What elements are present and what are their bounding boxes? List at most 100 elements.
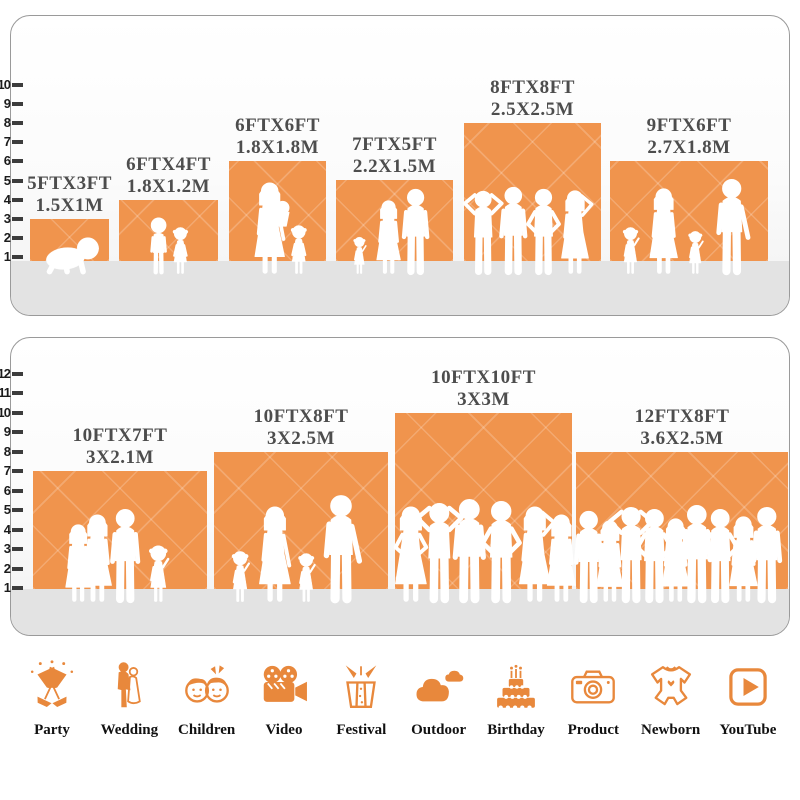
backdrop-size-ft: 6FTX6FT: [235, 115, 320, 137]
backdrop-size-label: 5FTX3FT 1.5X1M: [27, 173, 112, 216]
backdrop-size-label: 6FTX4FT 1.8X1.2M: [126, 154, 211, 197]
axis-tick-label: 2: [3, 560, 11, 576]
axis-tick-mark: [12, 547, 23, 552]
backdrop-size-m: 2.5X2.5M: [490, 98, 575, 120]
axis-tick-label: 9: [3, 96, 11, 112]
backdrop-size-label: 10FTX8FT 3X2.5M: [254, 406, 349, 449]
axis-tick-label: 2: [3, 229, 11, 245]
people-silhouette-four-adults: [462, 186, 594, 276]
backdrop-size-m: 1.5X1M: [35, 194, 104, 216]
axis-tick-mark: [12, 197, 23, 202]
category-item-party: Party: [14, 660, 90, 739]
people-silhouette-family-walking: [231, 495, 363, 604]
axis-tick-label: 5: [3, 502, 11, 518]
axis-tick-mark: [12, 121, 23, 126]
axis-tick-label: 10: [0, 77, 11, 92]
category-item-wedding: Wedding: [91, 660, 167, 739]
backdrop-size-ft: 12FTX8FT: [634, 406, 730, 428]
category-item-video: Video: [246, 660, 322, 739]
category-label: Product: [567, 722, 619, 738]
axis-tick-label: 9: [3, 424, 11, 440]
axis-tick-label: 4: [3, 191, 11, 207]
axis-tick-label: 12: [0, 366, 11, 381]
axis-tick-mark: [12, 585, 23, 590]
people-silhouette-crawling-baby: [46, 237, 99, 275]
backdrop-size-ft: 10FTX7FT: [72, 425, 168, 447]
category-label: Video: [265, 722, 303, 738]
category-item-outdoor: Outdoor: [401, 660, 477, 739]
category-item-children: Children: [169, 660, 245, 739]
backdrop-size-ft: 7FTX5FT: [352, 134, 437, 156]
backdrop-size-m: 1.8X1.2M: [126, 175, 211, 197]
backdrop-size-ft: 10FTX10FT: [431, 367, 536, 389]
backdrop-size-label: 7FTX5FT 2.2X1.5M: [352, 134, 437, 177]
category-item-youtube: YouTube: [710, 660, 786, 739]
axis-tick-label: 6: [3, 482, 11, 498]
axis-tick-mark: [12, 102, 23, 107]
backdrop-size-m: 1.8X1.8M: [235, 136, 320, 158]
axis-tick-label: 3: [3, 541, 11, 557]
category-icons-row: Party Wedding Children Video Festival Ou…: [14, 660, 786, 739]
product-icon: [571, 670, 616, 704]
backdrop-bar: 12FTX8FT 3.6X2.5M: [573, 406, 788, 604]
backdrop-bar: 6FTX6FT 1.8X1.8M: [229, 115, 326, 274]
axis-tick-mark: [12, 159, 23, 164]
festival-icon: [346, 665, 377, 708]
axis-tick-mark: [12, 216, 23, 221]
axis-tick-label: 7: [3, 463, 11, 479]
axis-tick-label: 6: [3, 153, 11, 169]
people-silhouette-two-children: [150, 217, 189, 275]
video-icon: [263, 665, 307, 702]
axis-tick-mark: [12, 83, 23, 87]
backdrop-bar: 9FTX6FT 2.7X1.8M: [610, 115, 768, 276]
children-icon: [184, 665, 229, 703]
axis-tick-mark: [12, 140, 23, 145]
axis-tick-label: 3: [3, 210, 11, 226]
backdrop-size-label: 10FTX10FT 3X3M: [431, 367, 536, 410]
backdrop-size-label: 9FTX6FT 2.7X1.8M: [647, 115, 732, 158]
category-item-product: Product: [555, 660, 631, 739]
people-silhouette-six-adults: [393, 499, 576, 604]
category-label: Wedding: [100, 722, 159, 738]
backdrop-chart-panel-bottom: 12 11 10 9 8 7 6 5 4 3 2 1 10FTX7FT 3X2.1M 10FTX8FT 3X2…: [0, 337, 790, 636]
backdrop-bar: 10FTX10FT 3X3M: [393, 367, 576, 604]
axis-tick-mark: [12, 391, 23, 396]
backdrop-bar: 10FTX8FT 3X2.5M: [214, 406, 388, 604]
backdrop-size-label: 6FTX6FT 1.8X1.8M: [235, 115, 320, 158]
backdrop-size-label: 10FTX7FT 3X2.1M: [73, 425, 168, 468]
category-label: Birthday: [487, 722, 545, 738]
backdrop-size-label: 12FTX8FT 3.6X2.5M: [635, 406, 730, 449]
backdrop-size-m: 2.2X1.5M: [352, 155, 437, 177]
backdrop-chart-panel-top: 10 9 8 7 6 5 4 3 2 1 5FTX3FT 1.5X1M 6FTX4FT 1.8X1.2M 6…: [0, 15, 790, 316]
category-label: Outdoor: [411, 722, 467, 738]
backdrop-bar: 5FTX3FT 1.5X1M: [27, 173, 111, 275]
backdrop-size-label: 8FTX8FT 2.5X2.5M: [490, 77, 575, 120]
axis-tick-label: 8: [3, 115, 11, 131]
birthday-icon: [497, 664, 535, 710]
category-item-newborn: Newborn: [633, 660, 709, 739]
backdrop-size-ft: 8FTX8FT: [490, 77, 575, 99]
category-label: Newborn: [641, 722, 701, 738]
axis-tick-mark: [12, 410, 23, 415]
backdrop-size-m: 3X2.1M: [86, 446, 154, 468]
axis-tick-mark: [12, 566, 23, 571]
wedding-icon: [118, 662, 142, 708]
backdrop-bar: 7FTX5FT 2.2X1.5M: [336, 134, 453, 276]
axis-tick-mark: [12, 508, 23, 513]
backdrop-size-ft: 5FTX3FT: [27, 173, 112, 195]
axis-tick-label: 1: [3, 248, 11, 264]
backdrop-bar: 6FTX4FT 1.8X1.2M: [119, 154, 218, 275]
youtube-icon: [729, 668, 767, 706]
axis-tick-mark: [12, 430, 23, 435]
category-item-birthday: Birthday: [478, 660, 554, 739]
axis-tick-mark: [12, 235, 23, 240]
axis-tick-label: 1: [3, 579, 11, 595]
people-silhouette-mother-with-children: [254, 182, 307, 274]
axis-tick-label: 10: [0, 404, 11, 420]
party-icon: [30, 660, 74, 707]
backdrop-bar: 10FTX7FT 3X2.1M: [33, 425, 207, 604]
axis-tick-label: 7: [3, 134, 11, 150]
axis-tick-mark: [12, 449, 23, 454]
axis-tick-mark: [12, 469, 23, 474]
axis-tick-label: 4: [3, 521, 11, 537]
